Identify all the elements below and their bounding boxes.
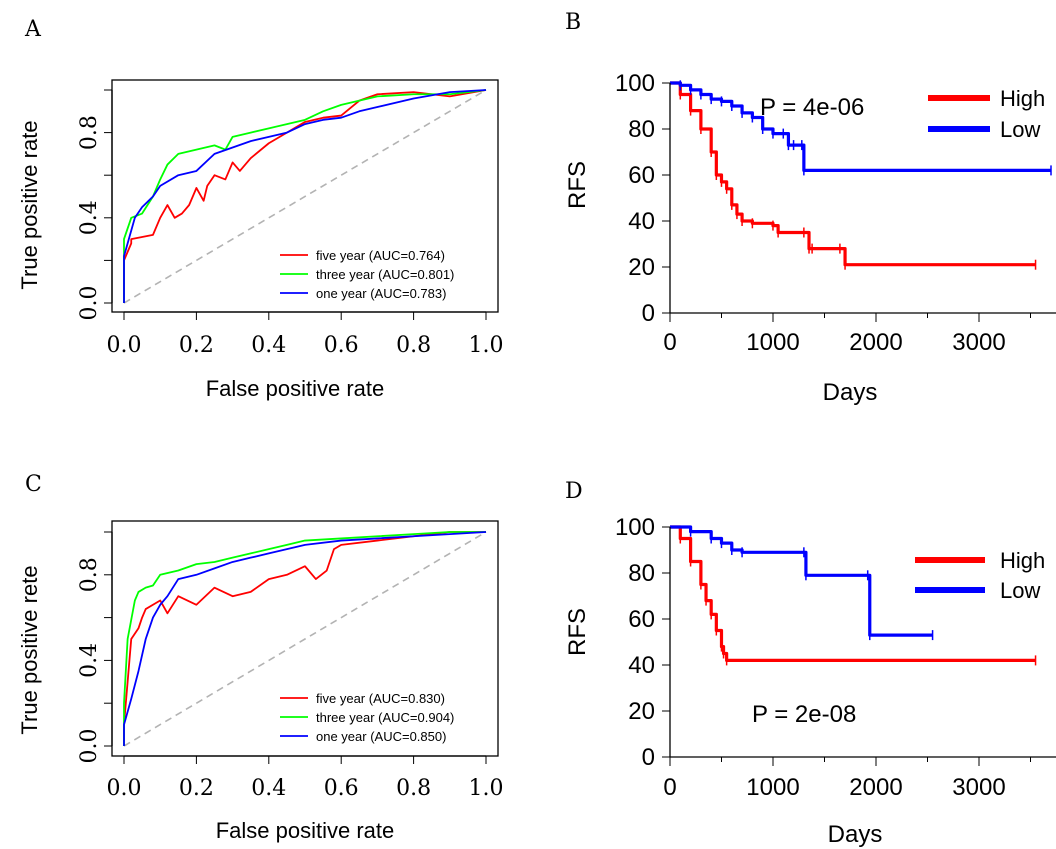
y-tick-label-b: 20 [628,254,655,281]
x-axis-c: 0.0 0.2 0.4 0.6 0.8 1.0 [107,755,504,801]
legend-a: five year (AUC=0.764) three year (AUC=0.… [280,248,454,301]
x-axis-title-b: Days [823,379,878,406]
x-tick-label-a: 0.6 [324,333,359,358]
x-tick-label-a: 0.4 [251,333,286,358]
series-line-high [670,525,1036,662]
y-tick-label-b: 60 [628,162,655,189]
legend-label-five-year: five year (AUC=0.764) [316,248,445,263]
x-tick-label-b: 2000 [849,329,902,356]
legend-b: High Low [928,86,1045,142]
p-value-b: P = 4e-06 [760,94,864,121]
x-tick-label-b: 3000 [952,329,1005,356]
y-tick-label-a: 0.4 [77,200,102,235]
y-axis-title-d: RFS [564,608,591,656]
x-tick-label-c: 0.6 [324,776,359,801]
legend-label-high: High [1000,86,1045,111]
y-tick-label-d: 20 [628,698,655,725]
x-axis-b: 0 1000 2000 3000 [663,312,1056,356]
y-tick-label-b: 80 [628,116,655,143]
x-tick-label-c: 0.4 [251,776,286,801]
panel-label-c: C [25,472,42,497]
legend-c: five year (AUC=0.830) three year (AUC=0.… [280,691,454,744]
series-line-one [123,89,487,303]
x-tick-label-d: 1000 [746,774,799,801]
y-tick-label-a: 0.8 [77,115,102,150]
y-axis-title-b: RFS [564,161,591,209]
series-line-high [670,81,1036,267]
x-axis-a: 0.0 0.2 0.4 0.6 0.8 1.0 [107,311,504,358]
y-tick-label-d: 0 [642,744,655,771]
series-line-three [123,531,486,746]
y-tick-label-c: 0.4 [77,643,102,678]
series-line-low [670,525,933,637]
legend-label-three-year: three year (AUC=0.904) [316,710,454,725]
y-axis-title-a: True positive rate [17,120,42,289]
panel-label-b: B [565,10,581,35]
y-tick-label-b: 40 [628,208,655,235]
series-line-one [123,531,487,746]
x-tick-label-a: 0.2 [179,333,214,358]
y-tick-label-b: 100 [615,70,655,97]
x-tick-label-d: 2000 [849,774,902,801]
y-tick-label-d: 80 [628,560,655,587]
y-tick-label-c: 0.8 [77,557,102,592]
x-tick-label-c: 0.8 [396,776,431,801]
y-axis-b: 0 20 40 60 80 100 [615,70,671,327]
x-axis-d: 0 1000 2000 3000 [663,756,1056,801]
y-axis-title-c: True positive rete [17,565,42,734]
legend-label-low: Low [1000,578,1040,603]
y-tick-label-b: 0 [642,300,655,327]
series-line-five [123,531,486,746]
panel-d: D 0 1000 2000 3000 0 20 40 [564,479,1056,848]
survival-curves-b [670,80,1052,270]
panel-label-a: A [24,17,42,42]
x-axis-title-a: False positive rate [206,376,385,401]
y-tick-label-d: 100 [615,514,655,541]
roc-curves-a [123,89,487,304]
panel-label-d: D [565,479,583,504]
x-axis-title-c: False positive rate [216,818,395,843]
x-tick-label-a: 0.0 [107,333,142,358]
legend-d: High Low [915,548,1045,603]
x-tick-label-d: 0 [663,774,676,801]
series-line-five [123,89,487,303]
y-tick-label-d: 40 [628,652,655,679]
y-axis-c: 0.0 0.4 0.8 [77,531,113,764]
panel-b: B 0 1000 2000 3000 0 20 40 [564,10,1056,406]
x-tick-label-a: 0.8 [396,333,431,358]
chance-reference-line [123,89,487,304]
x-tick-label-b: 1000 [746,329,799,356]
x-tick-label-c: 0.0 [107,776,142,801]
legend-label-high: High [1000,548,1045,573]
legend-label-three-year: three year (AUC=0.801) [316,267,454,282]
survival-curves-d [670,525,1037,666]
y-tick-label-c: 0.0 [77,729,102,764]
panel-c: C 0.0 0.2 0.4 0.6 0.8 1.0 0.0 [17,472,504,843]
x-tick-label-b: 0 [663,329,676,356]
p-value-d: P = 2e-08 [752,701,856,728]
legend-label-one-year: one year (AUC=0.783) [316,286,446,301]
y-axis-a: 0.0 0.4 0.8 [77,89,113,321]
y-tick-label-a: 0.0 [77,286,102,321]
y-tick-label-d: 60 [628,606,655,633]
x-tick-label-c: 0.2 [179,776,214,801]
x-tick-label-a: 1.0 [469,333,504,358]
x-axis-title-d: Days [828,821,883,848]
chance-reference-line [123,531,487,747]
legend-label-low: Low [1000,117,1040,142]
series-line-three [123,89,487,303]
panel-a: A 0.0 0.2 0.4 0.6 0.8 1.0 0.0 [17,17,504,401]
roc-curves-c [123,531,487,747]
legend-label-one-year: one year (AUC=0.850) [316,729,446,744]
x-tick-label-d: 3000 [952,774,1005,801]
x-tick-label-c: 1.0 [469,776,504,801]
legend-label-five-year: five year (AUC=0.830) [316,691,445,706]
y-axis-d: 0 20 40 60 80 100 [615,514,671,771]
